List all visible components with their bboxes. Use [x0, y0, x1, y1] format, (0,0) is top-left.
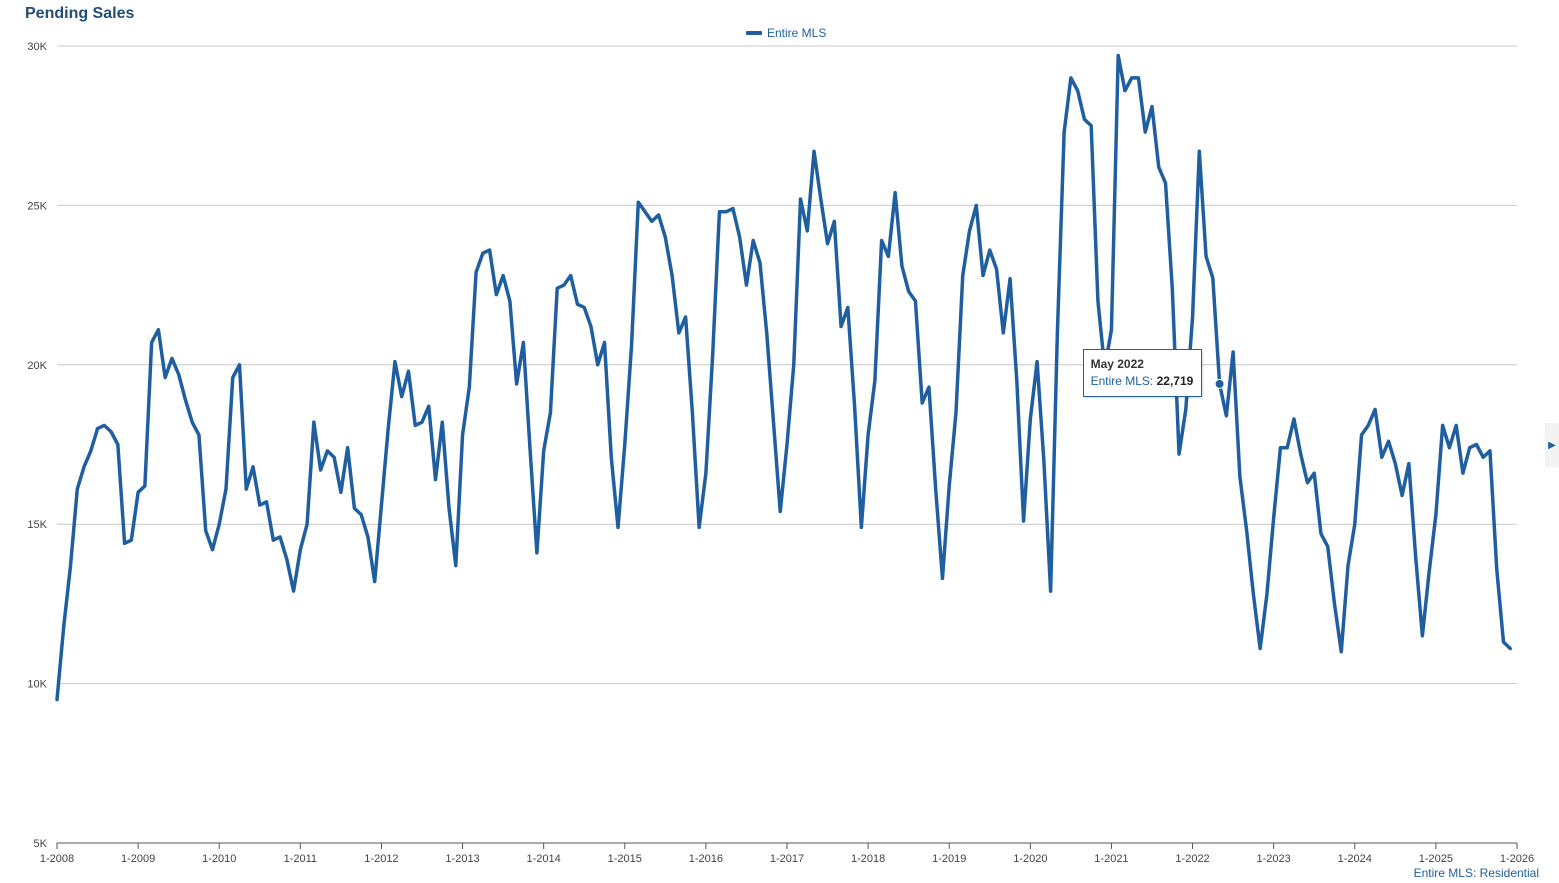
y-tick-label: 5K	[34, 838, 48, 850]
tooltip: May 2022 Entire MLS: 22,719	[1082, 348, 1203, 397]
x-tick-label: 1-2014	[527, 853, 561, 865]
x-tick-label: 1-2018	[851, 853, 885, 865]
x-tick-label: 1-2016	[689, 853, 723, 865]
footer-note[interactable]: Entire MLS: Residential	[1413, 866, 1539, 880]
x-tick-label: 1-2021	[1094, 853, 1128, 865]
x-tick-label: 1-2019	[932, 853, 966, 865]
y-axis-labels: 5K 10K 15K 20K 25K 30K	[27, 41, 47, 850]
series-layer	[55, 53, 1512, 702]
x-tick-label: 1-2009	[121, 853, 155, 865]
y-tick-label: 25K	[27, 200, 47, 212]
y-tick-label: 15K	[27, 519, 47, 531]
tooltip-value: 22,719	[1156, 373, 1194, 388]
y-tick-label: 30K	[27, 41, 47, 53]
x-tick-label: 1-2023	[1257, 853, 1291, 865]
x-tick-label: 1-2020	[1013, 853, 1047, 865]
x-tick-label: 1-2026	[1500, 853, 1534, 865]
marker-layer	[1214, 378, 1225, 389]
hover-point	[1214, 378, 1225, 389]
x-tick-label: 1-2008	[40, 853, 74, 865]
x-tick-label: 1-2011	[284, 853, 317, 865]
series-line-entire-mls	[55, 53, 1512, 702]
x-tick-label: 1-2012	[364, 853, 398, 865]
x-tick-label: 1-2013	[445, 853, 479, 865]
x-axis-labels: 1-2008 1-2009 1-2010 1-2011 1-2012 1-2013 1-20…	[40, 853, 1534, 865]
x-tick-label: 1-2015	[608, 853, 642, 865]
legend-swatch	[746, 31, 762, 35]
tooltip-title: May 2022	[1090, 356, 1144, 371]
x-tick-label: 1-2024	[1338, 853, 1372, 865]
x-tick-label: 1-2022	[1175, 853, 1209, 865]
legend-label[interactable]: Entire MLS	[767, 26, 827, 40]
y-tick-label: 20K	[27, 360, 47, 372]
x-tick-label: 1-2017	[770, 853, 804, 865]
x-tick-label: 1-2010	[202, 853, 236, 865]
legend[interactable]: Entire MLS	[746, 26, 826, 40]
y-tick-label: 10K	[27, 679, 47, 691]
x-axis-ticks	[56, 843, 1518, 849]
chart-title: Pending Sales	[25, 5, 135, 22]
expand-arrow-icon[interactable]: ▶	[1545, 423, 1559, 467]
tooltip-series-label: Entire MLS:	[1090, 373, 1154, 388]
x-tick-label: 1-2025	[1419, 853, 1453, 865]
